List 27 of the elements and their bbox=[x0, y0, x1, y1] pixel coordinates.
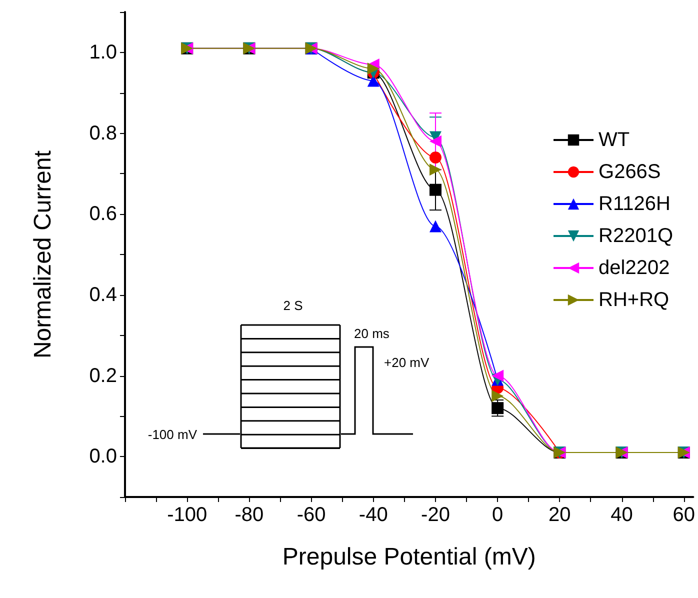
y-tick-label: 0.2 bbox=[89, 364, 117, 387]
x-tick-label: -20 bbox=[421, 504, 450, 526]
y-tick-label: 0.4 bbox=[89, 284, 117, 306]
x-axis-title: Prepulse Potential (mV) bbox=[282, 544, 536, 570]
x-tick-label: 60 bbox=[672, 504, 695, 526]
annotation: 20 ms bbox=[354, 326, 390, 341]
legend-label: del2202 bbox=[598, 257, 670, 279]
x-tick-label: -60 bbox=[296, 504, 326, 526]
legend-label: G266S bbox=[598, 161, 661, 183]
annotation: -100 mV bbox=[148, 427, 198, 442]
annotation: +20 mV bbox=[384, 355, 430, 370]
x-tick-label: 0 bbox=[492, 504, 504, 526]
x-tick-label: 20 bbox=[548, 504, 571, 526]
legend-label: RH+RQ bbox=[598, 289, 670, 311]
x-tick-label: -100 bbox=[167, 504, 208, 526]
legend-label: WT bbox=[598, 129, 630, 151]
y-tick-label: 0.0 bbox=[89, 446, 117, 468]
x-tick-label: -80 bbox=[234, 504, 264, 526]
y-tick-label: 0.6 bbox=[89, 203, 117, 226]
x-tick-label: 40 bbox=[610, 504, 633, 526]
y-axis-title: Normalized Current bbox=[30, 150, 56, 359]
legend-label: R1126H bbox=[598, 193, 670, 215]
y-tick-label: 1.0 bbox=[89, 41, 117, 64]
annotation: 2 S bbox=[283, 298, 304, 313]
x-tick-label: -40 bbox=[358, 504, 388, 526]
y-tick-label: 0.8 bbox=[89, 122, 117, 144]
legend-label: R2201Q bbox=[598, 225, 674, 247]
